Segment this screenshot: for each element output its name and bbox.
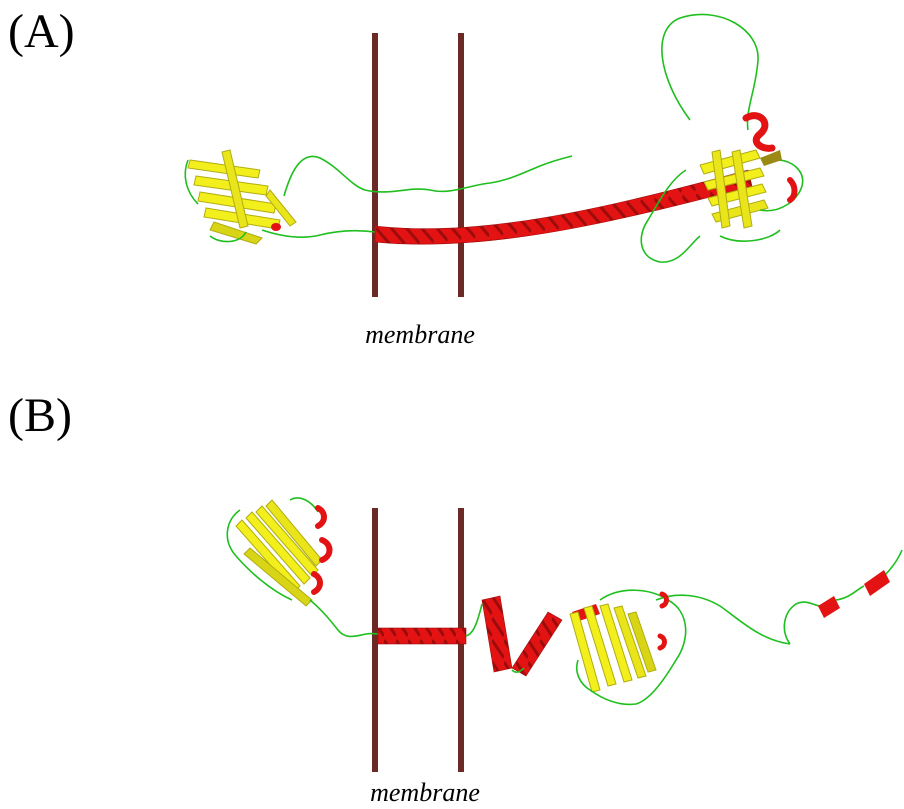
coil-linker-upper-a: [283, 155, 573, 197]
c-terminal-helix-b2: [864, 570, 890, 596]
beta-domain-right-a: [640, 13, 804, 263]
helix-segment-b1: [481, 595, 513, 673]
c-terminal-helix-b1: [818, 596, 840, 618]
tm-helix-b: [377, 627, 467, 645]
coil-linker-b: [309, 599, 381, 638]
membrane-label-b: membrane: [370, 778, 480, 807]
membrane-bar-left-a: [372, 33, 378, 297]
panel-label-a: (A): [8, 5, 75, 58]
panel-label-b: (B): [8, 389, 72, 442]
helix-segment-b2: [511, 611, 563, 677]
beta-domain-right-b: [569, 589, 791, 706]
panel-b-structure: [226, 497, 903, 772]
coil-linker-lower-a: [261, 229, 376, 238]
beta-domain-left-b: [226, 497, 333, 607]
panel-a-structure: [184, 13, 804, 297]
long-helix-a: [374, 169, 753, 245]
membrane-bar-left-b: [372, 508, 378, 772]
membrane-label-a: membrane: [365, 320, 475, 349]
membrane-bar-right-a: [458, 33, 464, 297]
c-terminal-coil-b: [783, 549, 903, 645]
beta-domain-left-a: [184, 149, 297, 245]
